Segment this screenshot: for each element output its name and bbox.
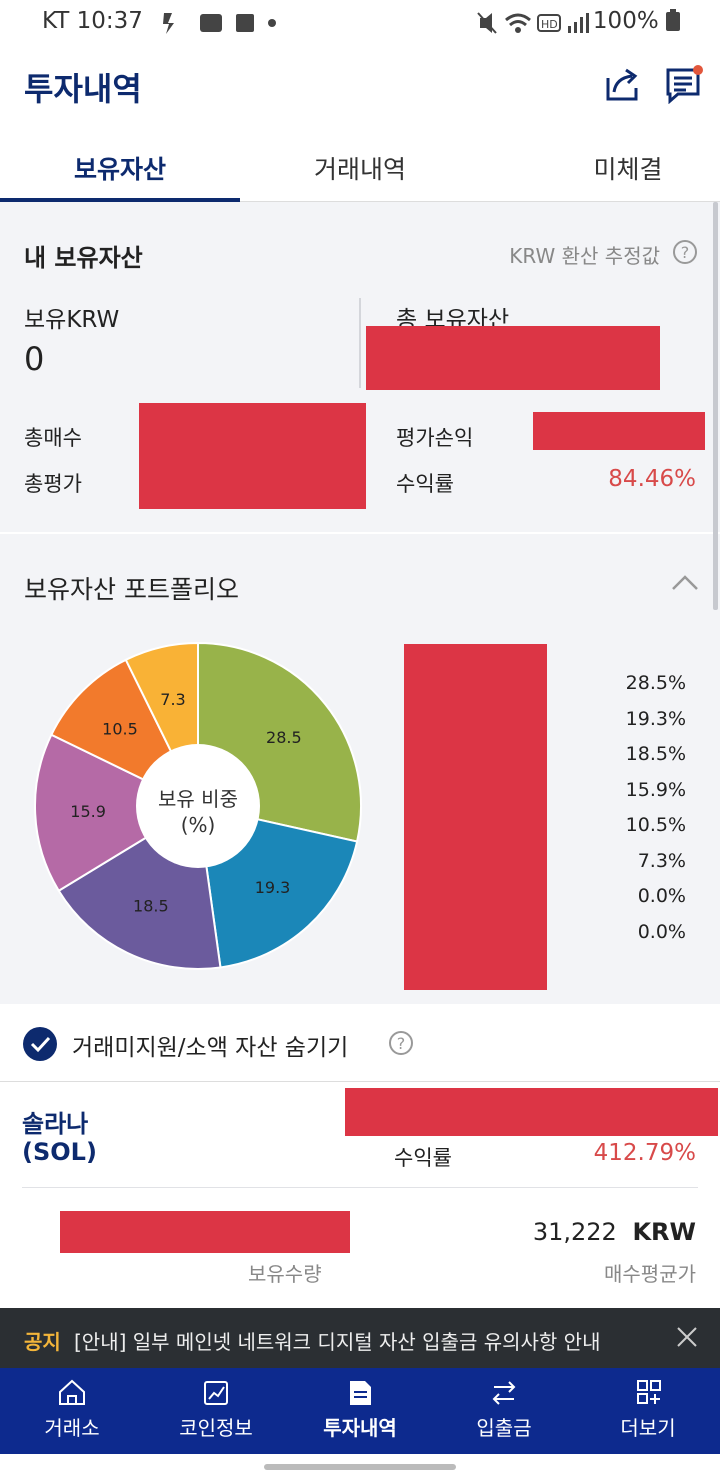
pie-slice-label: 15.9 (70, 802, 106, 821)
nav-coin-info-label: 코인정보 (179, 1416, 253, 1440)
nav-deposit-withdraw-label: 입출금 (476, 1416, 532, 1440)
tab-bar: 보유자산 거래내역 미체결 (0, 132, 720, 202)
status-notification-icons (163, 13, 276, 34)
redacted-buy-eval-values (139, 403, 366, 509)
status-bar: KT 10:37 HD 100% (0, 0, 720, 44)
krw-estimate-label: KRW 환산 추정값 (509, 244, 660, 268)
svg-text:?: ? (681, 243, 690, 262)
pie-center-label: 보유 비중 (%) (128, 786, 268, 838)
avg-price-label: 매수평균가 (604, 1262, 696, 1286)
active-tab-indicator (0, 198, 240, 202)
pie-slice (34, 733, 201, 893)
holdings-summary: 내 보유자산 KRW 환산 추정값 ? 보유KRW 0 총 보유자산 총매수 총… (0, 202, 720, 532)
tab-unfilled[interactable]: 미체결 (593, 155, 663, 184)
asset-return-value: 412.79% (593, 1140, 696, 1166)
notice-banner[interactable]: 공지 [안내] 일부 메인넷 네트워크 디지털 자산 입출금 유의사항 안내 (0, 1308, 720, 1368)
share-icon[interactable] (604, 66, 640, 102)
summary-title: 내 보유자산 (24, 244, 143, 272)
pie-slice-label: 7.3 (160, 690, 185, 709)
notice-message-icon[interactable] (664, 64, 704, 104)
nav-exchange-label: 거래소 (44, 1416, 100, 1440)
battery-icon (666, 9, 680, 31)
nav-more[interactable]: 더보기 (576, 1374, 720, 1441)
nav-coin-info[interactable]: 코인정보 (144, 1374, 288, 1441)
avg-price-value: 31,222 (532, 1218, 617, 1246)
scrollbar[interactable] (713, 202, 718, 610)
pie-center-label-line2: (%) (180, 813, 216, 837)
nav-deposit-withdraw[interactable]: 입출금 (432, 1374, 576, 1441)
hide-small-assets-row[interactable]: 거래미지원/소액 자산 숨기기 ? (0, 1004, 720, 1082)
nav-investments-label: 투자내역 (323, 1416, 397, 1440)
asset-name: 솔라나 (22, 1110, 89, 1138)
notice-text[interactable]: [안내] 일부 메인넷 네트워크 디지털 자산 입출금 유의사항 안내 (74, 1330, 601, 1354)
portfolio-pie-chart: 28.5 19.3 18.5 15.9 10.5 7.3 (34, 641, 362, 970)
svg-text:?: ? (397, 1034, 406, 1053)
avg-price-unit: KRW (632, 1218, 696, 1246)
redacted-legend-names (404, 644, 547, 990)
nav-exchange[interactable]: 거래소 (0, 1374, 144, 1441)
notice-tag: 공지 (24, 1330, 61, 1354)
chart-icon (204, 1381, 228, 1405)
legend-value: 7.3% (637, 849, 686, 872)
help-icon[interactable]: ? (672, 239, 698, 265)
return-label: 수익률 (396, 472, 454, 496)
hide-help-icon[interactable]: ? (388, 1030, 414, 1056)
close-icon[interactable] (676, 1326, 698, 1348)
grid-plus-icon (637, 1380, 661, 1404)
legend-value: 18.5% (625, 743, 686, 765)
pie-slice-label: 18.5 (133, 896, 169, 915)
pie-center-hole (136, 744, 260, 868)
collapse-chevron-icon[interactable] (670, 572, 700, 592)
legend-value: 10.5% (625, 814, 686, 836)
asset-return-label: 수익률 (394, 1146, 452, 1170)
checkbox-checked-icon[interactable] (22, 1026, 58, 1062)
total-eval-label: 총평가 (24, 472, 82, 496)
svg-text:HD: HD (541, 18, 558, 31)
pnl-label: 평가손익 (396, 426, 474, 450)
document-icon (350, 1381, 371, 1405)
redacted-asset-values (345, 1088, 718, 1136)
gesture-home-bar[interactable] (264, 1464, 456, 1470)
page-title: 투자내역 (24, 70, 142, 108)
pie-slice-label: 10.5 (102, 719, 138, 738)
legend-value: 15.9% (625, 778, 686, 801)
tab-holdings[interactable]: 보유자산 (73, 155, 166, 184)
krw-value: 0 (24, 340, 45, 378)
total-buy-label: 총매수 (24, 426, 82, 450)
tab-transactions[interactable]: 거래내역 (313, 155, 406, 184)
portfolio-title: 보유자산 포트폴리오 (24, 575, 239, 604)
asset-symbol: (SOL) (22, 1138, 97, 1166)
redacted-holding-qty (60, 1211, 350, 1253)
pie-slice-label: 19.3 (255, 878, 291, 897)
legend-value: 0.0% (637, 885, 686, 907)
portfolio-legend: 28.5% 19.3% 18.5% 15.9% 10.5% 7.3% 0.0% 0.0% (580, 666, 686, 950)
asset-divider (22, 1187, 698, 1188)
portfolio-section: 보유자산 포트폴리오 28.5 19.3 18.5 15.9 10.5 7.3 보유 비중… (0, 532, 720, 1004)
home-icon (59, 1379, 85, 1405)
summary-divider (359, 298, 361, 388)
status-time: KT 10:37 (42, 8, 143, 34)
nav-more-label: 더보기 (620, 1416, 676, 1440)
app-header: 투자내역 (0, 44, 720, 132)
legend-value: 28.5% (625, 672, 686, 694)
holding-qty-label: 보유수량 (248, 1262, 322, 1286)
battery-level: 100% (593, 8, 680, 34)
bottom-nav: 거래소 코인정보 투자내역 입출금 (0, 1368, 720, 1454)
return-value: 84.46% (608, 466, 696, 492)
legend-value: 0.0% (637, 920, 686, 943)
asset-item[interactable]: 솔라나 (SOL) 수익률 412.79% 보유수량 31,222 KRW 매수… (0, 1082, 720, 1308)
avg-price: 31,222 KRW (533, 1218, 696, 1246)
redacted-total-assets (366, 326, 660, 390)
hide-small-assets-label[interactable]: 거래미지원/소액 자산 숨기기 (72, 1035, 349, 1061)
transfer-icon (492, 1381, 516, 1405)
redacted-pnl-value (533, 412, 705, 450)
status-system-icons: HD (477, 12, 589, 34)
pie-center-label-line1: 보유 비중 (158, 787, 238, 811)
legend-value: 19.3% (625, 707, 686, 730)
nav-investments[interactable]: 투자내역 (288, 1374, 432, 1441)
pie-slice-label: 28.5 (266, 728, 302, 747)
krw-label: 보유KRW (24, 307, 120, 333)
